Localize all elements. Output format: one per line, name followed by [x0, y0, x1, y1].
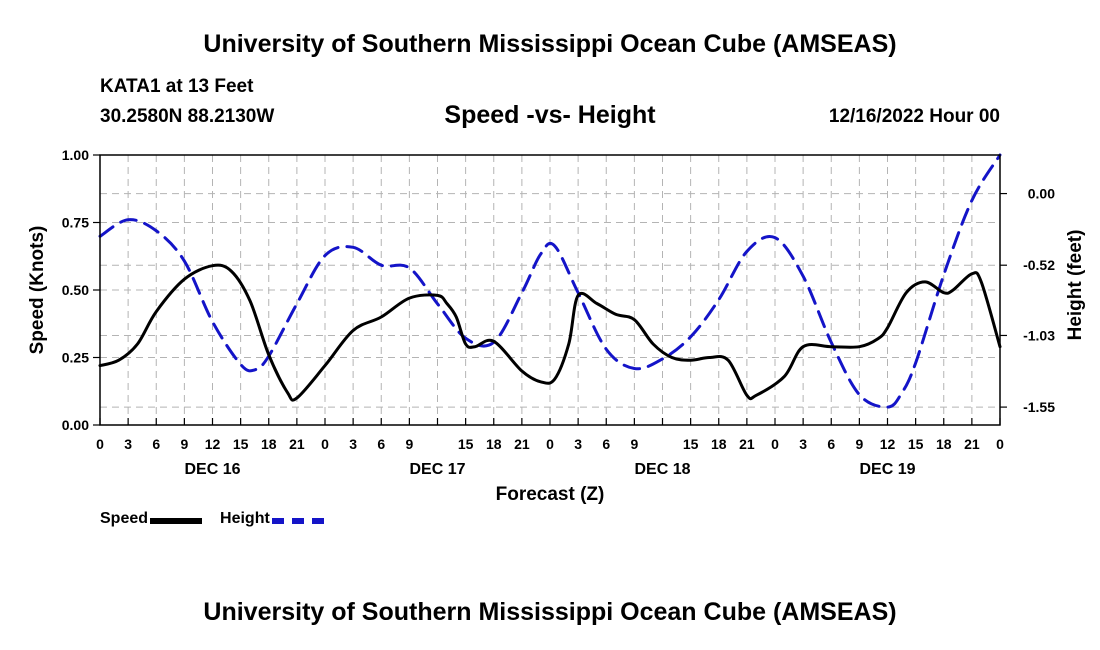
x-tick-label: 0: [321, 436, 329, 452]
ticks: 0 3 6 9 12 15 18 21 0 3 6 9 15 18 21 0 3 6 9 15 18 21 0 3 6 9 12 15…: [62, 147, 1055, 478]
x-axis-label: Forecast (Z): [496, 484, 605, 505]
x-tick-label: 21: [964, 436, 980, 452]
legend-height-label: Height: [220, 510, 270, 527]
y2-tick-label: -0.52: [1023, 257, 1055, 273]
y-tick-label: 0.50: [62, 282, 89, 298]
legend-speed-label: Speed: [100, 510, 149, 527]
x-tick-label: 15: [908, 436, 924, 452]
x-tick-label: 21: [289, 436, 305, 452]
x-day-label: DEC 17: [409, 461, 465, 478]
x-tick-label: 3: [124, 436, 132, 452]
x-tick-label: 0: [771, 436, 779, 452]
legend-height-swatch: [271, 518, 324, 524]
x-tick-label: 6: [602, 436, 610, 452]
series-line-height: [98, 153, 1002, 409]
chart-subtitle: Speed -vs- Height: [444, 101, 656, 129]
forecast-datetime: 12/16/2022 Hour 00: [828, 106, 1000, 127]
y-tick-label: 1.00: [62, 147, 89, 163]
x-tick-label: 9: [180, 436, 188, 452]
y2-tick-label: 0.00: [1028, 186, 1055, 202]
y2-tick-label: -1.55: [1023, 399, 1055, 415]
x-tick-label: 18: [936, 436, 952, 452]
x-day-label: DEC 19: [859, 461, 915, 478]
x-tick-label: 21: [739, 436, 755, 452]
legend-speed-swatch: [150, 518, 203, 524]
y-tick-label: 0.00: [62, 417, 89, 433]
x-tick-label: 3: [574, 436, 582, 452]
x-tick-label: 3: [349, 436, 357, 452]
x-tick-label: 18: [261, 436, 277, 452]
station-coordinates: 30.2580N 88.2130W: [100, 106, 275, 127]
x-tick-label: 0: [96, 436, 104, 452]
x-tick-label: 15: [458, 436, 474, 452]
x-tick-label: 0: [546, 436, 554, 452]
station-name: KATA1 at 13 Feet: [100, 76, 254, 97]
x-tick-label: 9: [855, 436, 863, 452]
x-tick-label: 21: [514, 436, 530, 452]
y-tick-label: 0.75: [62, 215, 89, 231]
x-tick-label: 12: [880, 436, 896, 452]
x-tick-label: 18: [711, 436, 727, 452]
y-axis-label: Speed (Knots): [27, 226, 48, 355]
x-tick-label: 15: [683, 436, 699, 452]
x-tick-label: 6: [377, 436, 385, 452]
x-day-label: DEC 16: [184, 461, 240, 478]
y2-tick-label: -1.03: [1023, 327, 1055, 343]
x-tick-label: 3: [799, 436, 807, 452]
y2-axis-label: Height (feet): [1065, 230, 1086, 341]
x-tick-label: 0: [996, 436, 1004, 452]
y-tick-label: 0.25: [62, 350, 89, 366]
x-tick-label: 6: [827, 436, 835, 452]
x-day-label: DEC 18: [634, 461, 690, 478]
x-tick-label: 12: [205, 436, 221, 452]
x-tick-label: 9: [630, 436, 638, 452]
x-tick-label: 18: [486, 436, 502, 452]
legend: Speed Height: [100, 510, 342, 528]
series-line-speed: [98, 263, 1002, 402]
footer-title: University of Southern Mississippi Ocean…: [203, 598, 897, 626]
series-layer: [98, 153, 1002, 409]
chart-title: University of Southern Mississippi Ocean…: [203, 30, 897, 58]
x-tick-label: 6: [152, 436, 160, 452]
x-tick-label: 15: [233, 436, 249, 452]
x-tick-label: 9: [405, 436, 413, 452]
